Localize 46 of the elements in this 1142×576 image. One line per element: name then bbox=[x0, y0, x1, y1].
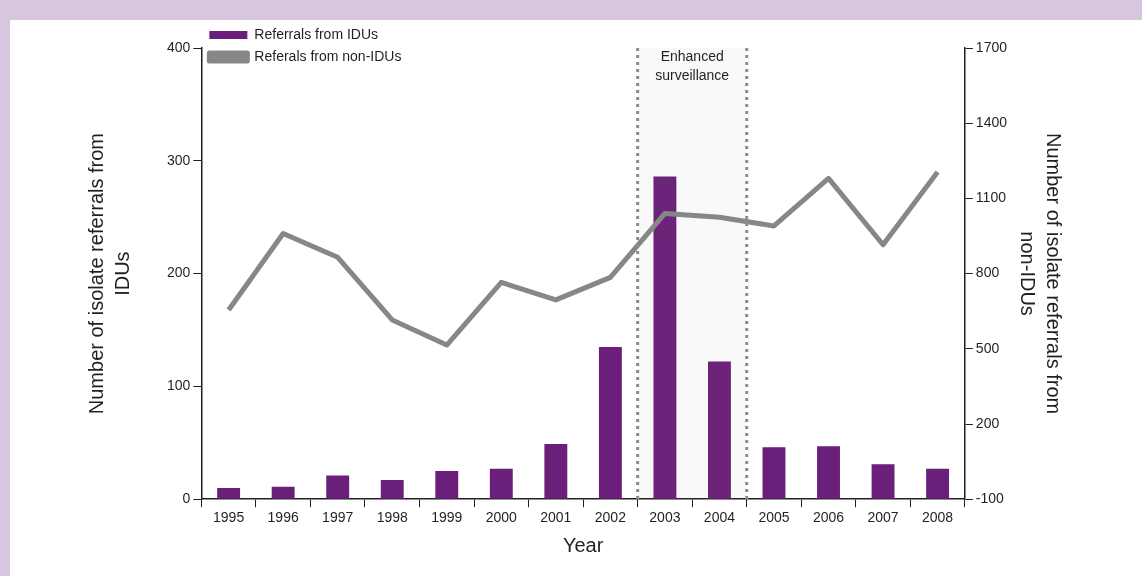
y-tick-label: 200 bbox=[167, 264, 191, 281]
bar bbox=[435, 471, 459, 499]
x-tick-label: 1995 bbox=[213, 509, 245, 526]
bar bbox=[380, 480, 404, 499]
y-axis-title: Number of isolate referrals from IDUs bbox=[84, 133, 133, 415]
x-tick-label: 2007 bbox=[867, 509, 899, 526]
x-tick-label: 2001 bbox=[540, 509, 572, 526]
band-label: Enhanced surveillance bbox=[655, 47, 730, 83]
bar bbox=[271, 486, 295, 499]
x-tick-label: 2005 bbox=[758, 509, 790, 526]
y2-tick-label: 800 bbox=[975, 264, 1000, 281]
y-tick-label: 0 bbox=[182, 490, 191, 507]
legend-label: Referals from non-IDUs bbox=[254, 47, 402, 64]
legend-label: Referrals from IDUs bbox=[254, 25, 379, 42]
y2-tick-label: 1700 bbox=[975, 38, 1008, 55]
bar bbox=[326, 475, 350, 499]
x-tick-label: 1998 bbox=[376, 509, 409, 526]
x-tick-label: 2000 bbox=[485, 509, 518, 526]
y2-axis-title: Number of isolate referrals from non-IDUs bbox=[1017, 133, 1066, 415]
x-tick-label: 1996 bbox=[267, 509, 299, 526]
x-tick-label: 2002 bbox=[594, 509, 627, 526]
bar bbox=[653, 176, 677, 499]
bar bbox=[707, 361, 731, 499]
bar bbox=[489, 468, 513, 499]
y2-tick-label: 1400 bbox=[975, 114, 1008, 131]
y2-tick-label: -100 bbox=[975, 490, 1005, 507]
x-tick-label: 2004 bbox=[703, 509, 736, 526]
x-tick-label: 2006 bbox=[812, 509, 845, 526]
x-tick-label: 1997 bbox=[322, 509, 354, 526]
y2-tick-label: 1100 bbox=[975, 189, 1007, 206]
x-tick-label: 1999 bbox=[431, 509, 463, 526]
x-axis-title: Year bbox=[562, 533, 604, 556]
bar bbox=[598, 346, 622, 499]
x-tick-label: 2003 bbox=[649, 509, 681, 526]
y-tick-label: 300 bbox=[167, 151, 191, 168]
bar bbox=[762, 447, 786, 499]
bar bbox=[926, 468, 950, 499]
y2-tick-label: 500 bbox=[975, 339, 1000, 356]
bar bbox=[817, 446, 840, 499]
y2-tick-label: 200 bbox=[975, 414, 1000, 431]
bar bbox=[871, 464, 895, 499]
y-tick-label: 400 bbox=[167, 38, 191, 55]
bar bbox=[217, 487, 241, 499]
x-tick-label: 2008 bbox=[922, 509, 954, 526]
bar bbox=[544, 443, 568, 499]
y-tick-label: 100 bbox=[167, 377, 191, 394]
